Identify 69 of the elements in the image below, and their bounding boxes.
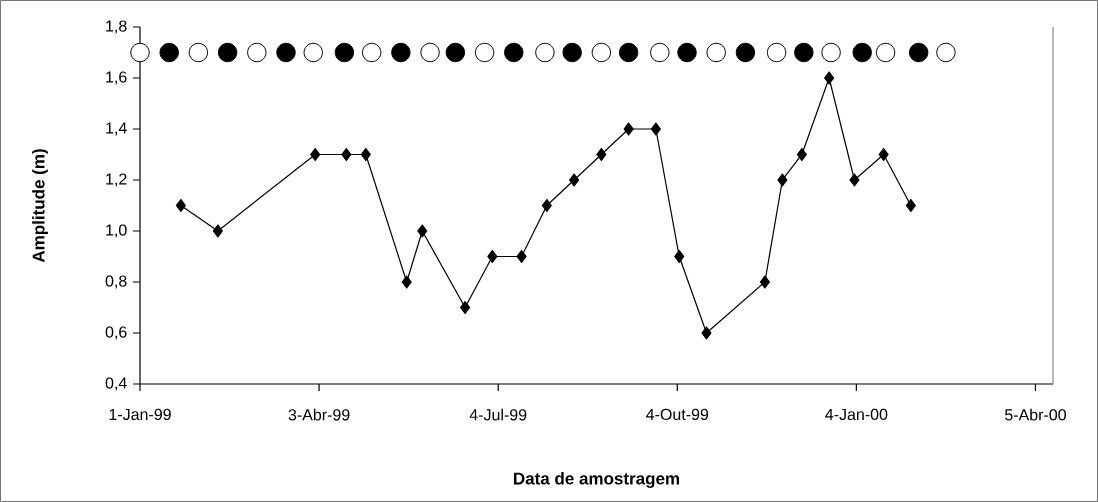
point xyxy=(130,42,150,63)
point xyxy=(341,147,352,162)
y-tick-label: 0,6 xyxy=(105,326,127,340)
point xyxy=(541,198,552,213)
point xyxy=(905,198,916,213)
y-tick-label: 1,8 xyxy=(106,20,127,34)
point xyxy=(175,198,186,213)
point xyxy=(618,42,639,63)
point xyxy=(360,147,371,162)
point xyxy=(766,42,787,63)
point xyxy=(420,42,440,63)
point xyxy=(569,173,580,187)
x-tick-label: 1-Jan-99 xyxy=(109,408,171,421)
point xyxy=(794,42,814,63)
point xyxy=(936,42,956,63)
point xyxy=(334,42,355,63)
y-tick-label: 1,4 xyxy=(106,122,127,136)
point xyxy=(535,42,555,63)
point xyxy=(417,224,428,238)
point xyxy=(735,42,756,63)
point xyxy=(188,42,209,63)
y-axis-title: Amplitude (m) xyxy=(32,149,48,263)
point xyxy=(445,42,466,63)
point xyxy=(504,42,524,63)
y-tick-label: 0,4 xyxy=(105,377,127,391)
point xyxy=(796,147,807,162)
point xyxy=(247,42,267,63)
y-tick-label: 1,0 xyxy=(106,224,127,238)
point xyxy=(212,224,223,238)
y-tick-label: 1,2 xyxy=(106,173,127,187)
point xyxy=(849,173,860,187)
point xyxy=(401,275,412,289)
point xyxy=(650,42,670,63)
point xyxy=(159,42,179,63)
point xyxy=(591,42,612,63)
point xyxy=(474,42,495,63)
point xyxy=(759,275,770,289)
x-tick-label: 5-Abr-00 xyxy=(1004,408,1066,421)
point xyxy=(878,147,889,162)
point xyxy=(391,42,411,63)
point xyxy=(562,42,582,63)
x-tick-label: 4-Jan-00 xyxy=(825,408,888,421)
point xyxy=(276,42,296,63)
x-tick-label: 3-Abr-99 xyxy=(288,408,350,421)
point xyxy=(487,249,498,264)
point xyxy=(777,173,788,187)
point xyxy=(303,42,323,63)
point xyxy=(677,42,697,63)
point xyxy=(516,249,527,264)
point xyxy=(674,249,685,264)
y-tick-label: 1,6 xyxy=(106,71,127,85)
point xyxy=(217,42,238,63)
x-tick-label: 4-Out-99 xyxy=(646,408,709,421)
y-tick-label: 0,8 xyxy=(105,275,127,289)
point xyxy=(701,326,712,340)
point xyxy=(875,42,896,63)
point xyxy=(361,42,382,63)
x-axis-title: Data de amostragem xyxy=(514,472,680,488)
point xyxy=(460,300,471,315)
point xyxy=(824,71,835,85)
point xyxy=(650,122,661,136)
point xyxy=(623,122,634,136)
point xyxy=(821,42,841,63)
point xyxy=(852,42,872,63)
point xyxy=(908,42,929,63)
x-tick-label: 4-Jul-99 xyxy=(469,408,527,421)
point xyxy=(596,147,607,162)
point xyxy=(706,42,726,63)
point xyxy=(310,147,321,162)
